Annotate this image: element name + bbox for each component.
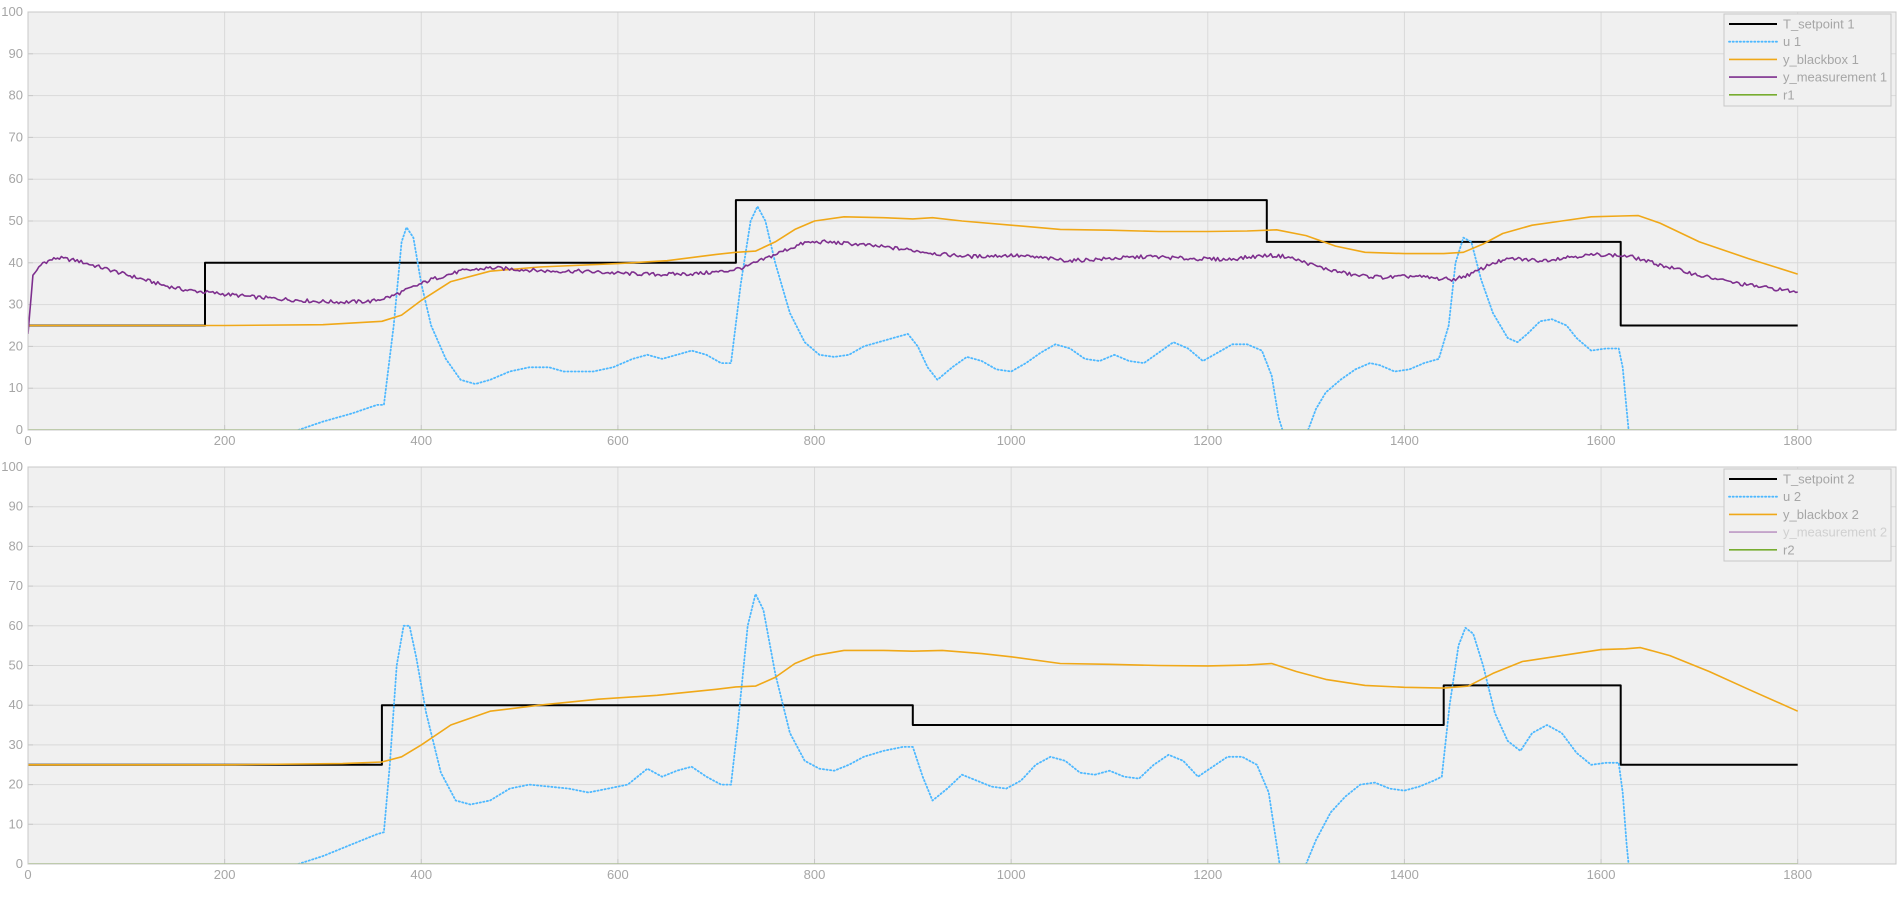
series-group xyxy=(28,593,1799,864)
legend-entry-label: u 2 xyxy=(1783,489,1801,504)
x-tick-label: 1000 xyxy=(997,433,1026,448)
tick-labels: 0 200 400 600 800 1000 1200 1400 1600 1800 0 10 20 30… xyxy=(1,4,1812,448)
x-tick-label: 800 xyxy=(804,433,826,448)
y-tick-label: 60 xyxy=(9,171,23,186)
series-line-t_setpoint-1 xyxy=(28,199,1798,327)
y-tick-label: 50 xyxy=(9,213,23,228)
legend-entry-label: u 1 xyxy=(1783,34,1801,49)
y-tick-label: 50 xyxy=(9,658,23,673)
axes-frame xyxy=(27,466,1897,865)
y-tick-label: 10 xyxy=(9,380,23,395)
y-tick-label: 80 xyxy=(9,88,23,103)
series-line-u-2 xyxy=(297,593,1281,864)
x-tick-label: 400 xyxy=(410,433,432,448)
x-tick-label: 600 xyxy=(607,433,629,448)
x-tick-label: 0 xyxy=(24,433,31,448)
series-line-y_blackbox-1 xyxy=(28,214,1798,327)
x-tick-label: 1400 xyxy=(1390,433,1419,448)
y-tick-label: 70 xyxy=(9,129,23,144)
series-line-t_setpoint-2 xyxy=(28,684,1798,766)
legend-entry-label: y_measurement 2 xyxy=(1783,525,1887,540)
legend-entry-label: r2 xyxy=(1783,542,1795,557)
x-tick-label: 1000 xyxy=(997,867,1026,882)
y-tick-label: 60 xyxy=(9,618,23,633)
x-tick-label: 1400 xyxy=(1390,867,1419,882)
x-tick-label: 800 xyxy=(804,867,826,882)
legend-entry-label: y_blackbox 2 xyxy=(1783,507,1859,522)
y-tick-label: 70 xyxy=(9,578,23,593)
axes-frame xyxy=(27,11,1897,431)
x-tick-label: 1800 xyxy=(1783,867,1812,882)
x-tick-label: 1200 xyxy=(1193,867,1222,882)
series-line-u-2 xyxy=(1305,626,1630,864)
series-line-y_measurement-1 xyxy=(28,239,1798,334)
series-group xyxy=(28,199,1798,430)
y-tick-label: 100 xyxy=(1,459,23,474)
y-tick-label: 90 xyxy=(9,46,23,61)
x-tick-label: 1600 xyxy=(1587,433,1616,448)
axes-panel-1: 0 200 400 600 800 1000 1200 1400 1600 1800 0 10 20 30… xyxy=(1,4,1897,448)
y-tick-label: 30 xyxy=(9,737,23,752)
y-tick-label: 40 xyxy=(9,697,23,712)
y-tick-label: 80 xyxy=(9,538,23,553)
y-tick-label: 0 xyxy=(16,856,23,871)
x-tick-label: 1600 xyxy=(1587,867,1616,882)
legend-entry-label: r1 xyxy=(1783,87,1795,102)
series-line-y_blackbox-2 xyxy=(28,646,1799,766)
y-tick-label: 30 xyxy=(9,297,23,312)
series-line-u-1 xyxy=(1307,236,1630,430)
legend-entry-label: T_setpoint 1 xyxy=(1783,17,1855,32)
series-line-u-1 xyxy=(297,205,1284,430)
y-tick-label: 40 xyxy=(9,255,23,270)
y-tick-label: 100 xyxy=(1,4,23,19)
legend[interactable]: T_setpoint 1 u 1 y_blackbox 1 y_measurement… xyxy=(1723,13,1892,107)
legend[interactable]: T_setpoint 2 u 2 y_blackbox 2 y_measurement… xyxy=(1723,468,1892,562)
x-tick-label: 1200 xyxy=(1193,433,1222,448)
legend-entry-label: T_setpoint 2 xyxy=(1783,472,1855,487)
legend-box xyxy=(1723,468,1892,562)
x-tick-label: 400 xyxy=(410,867,432,882)
tick-labels: 0 200 400 600 800 1000 1200 1400 1600 1800 0 10 20 30… xyxy=(1,459,1812,882)
axes-panel-2: 0 200 400 600 800 1000 1200 1400 1600 1800 0 10 20 30… xyxy=(1,459,1897,882)
y-tick-label: 0 xyxy=(16,422,23,437)
y-tick-label: 90 xyxy=(9,499,23,514)
x-tick-label: 600 xyxy=(607,867,629,882)
x-tick-label: 0 xyxy=(24,867,31,882)
y-tick-label: 20 xyxy=(9,338,23,353)
x-tick-label: 1800 xyxy=(1783,433,1812,448)
y-tick-label: 10 xyxy=(9,816,23,831)
legend-entry-label: y_blackbox 1 xyxy=(1783,52,1859,67)
x-tick-label: 200 xyxy=(214,433,236,448)
y-tick-label: 20 xyxy=(9,777,23,792)
x-tick-label: 200 xyxy=(214,867,236,882)
legend-entry-label: y_measurement 1 xyxy=(1783,70,1887,85)
